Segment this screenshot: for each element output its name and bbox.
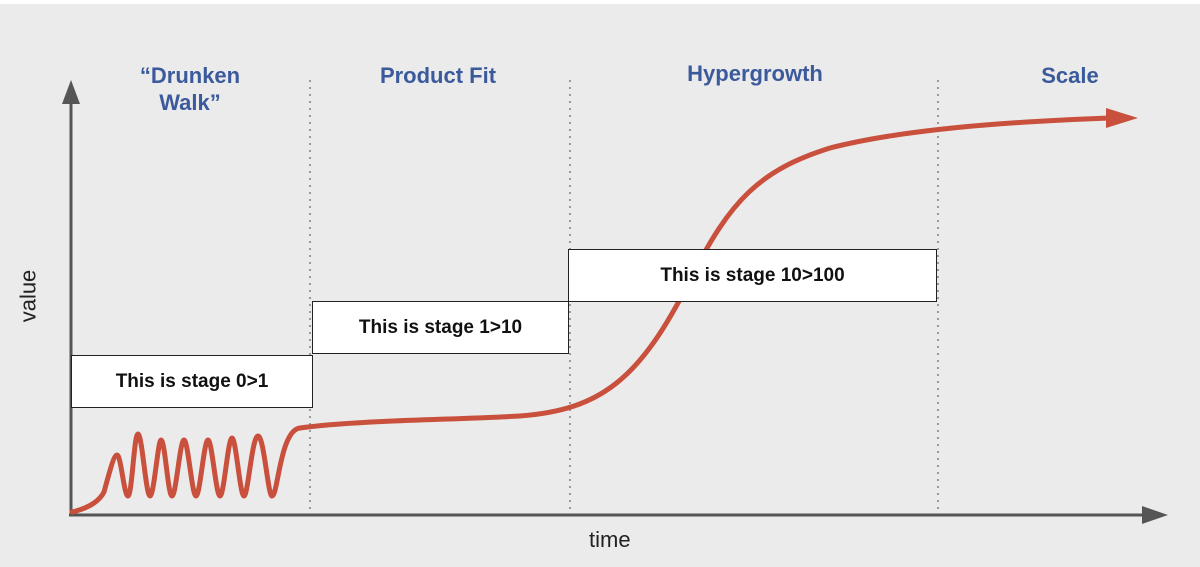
stage-box-1-10: This is stage 1>10 (312, 301, 569, 354)
y-axis-label: value (15, 269, 41, 323)
phase-label-scale: Scale (1041, 63, 1099, 88)
x-axis-label: time (589, 527, 631, 552)
stage-box-10-100: This is stage 10>100 (568, 249, 937, 302)
x-axis-arrowhead (1142, 506, 1168, 524)
y-axis-arrowhead (62, 80, 80, 104)
phase-label-drunken-walk: “Drunken Walk” (139, 63, 241, 115)
growth-curve-arrowhead (1106, 108, 1138, 128)
phase-label-product-fit: Product Fit (379, 63, 497, 88)
stage-box-0-1: This is stage 0>1 (71, 355, 313, 408)
phase-label-hypergrowth: Hypergrowth (687, 61, 823, 86)
growth-curve (69, 115, 1113, 515)
